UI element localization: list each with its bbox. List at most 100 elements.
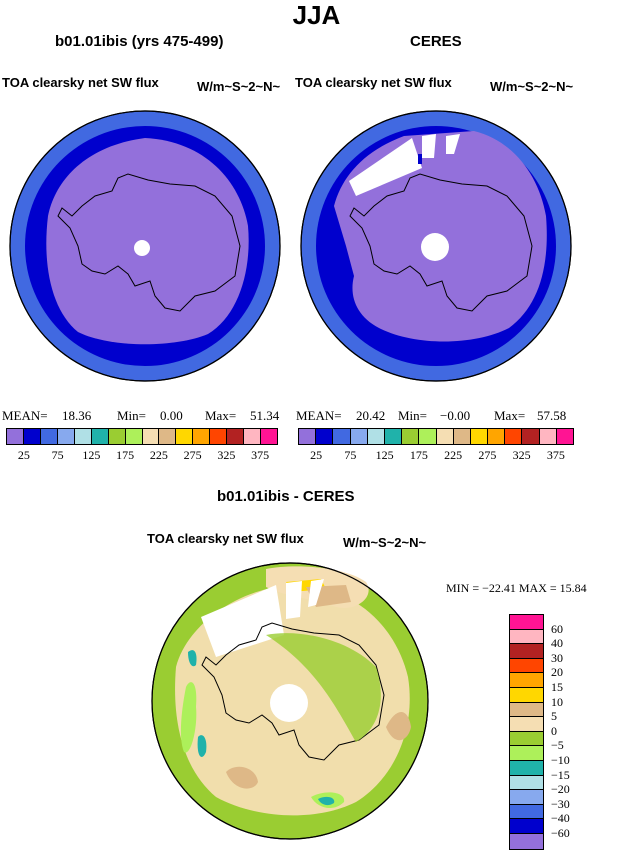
obs-pole-hole	[421, 233, 449, 261]
main-title: JJA	[292, 0, 341, 30]
colorbar-swatch	[510, 615, 543, 630]
colorbar-swatch	[510, 731, 543, 747]
colorbar-tick-label: 275	[478, 448, 497, 462]
diff-colorbar	[509, 614, 544, 850]
obs-min-label: Min=	[398, 408, 428, 423]
colorbar-swatch	[419, 429, 437, 444]
obs-max-label: Max=	[494, 408, 526, 423]
colorbar-swatch	[510, 717, 543, 732]
colorbar-swatch	[57, 429, 75, 444]
obs-polar-map	[300, 110, 572, 382]
model-max-value: 51.34	[250, 408, 280, 423]
diff-variable-label: TOA clearsky net SW flux	[147, 531, 304, 546]
colorbar-tick-label: 375	[546, 448, 565, 462]
colorbar-swatch	[333, 429, 351, 444]
colorbar-swatch	[350, 429, 368, 444]
colorbar-tick-label: 25	[17, 448, 30, 462]
colorbar-swatch	[176, 429, 194, 444]
colorbar-tick-label: 125	[82, 448, 101, 462]
colorbar-swatch	[510, 804, 543, 820]
colorbar-swatch	[74, 429, 92, 444]
colorbar-tick-label: 75	[344, 448, 357, 462]
colorbar-swatch	[556, 429, 573, 444]
colorbar-tick-label: −5	[551, 738, 564, 753]
diff-units-label: W/m~S~2~N~	[343, 535, 427, 550]
colorbar-tick-label: −60	[551, 826, 570, 840]
colorbar-tick-label: −10	[551, 753, 570, 767]
model-mean-value: 18.36	[62, 408, 92, 423]
colorbar-tick-label: 40	[551, 636, 563, 651]
model-interior-field	[46, 138, 249, 345]
colorbar-swatch	[384, 429, 403, 444]
colorbar-tick-label: 275	[183, 448, 202, 462]
diff-min-max-text: MIN = −22.41 MAX = 15.84	[446, 581, 587, 595]
colorbar-swatch	[261, 429, 277, 444]
colorbar-swatch	[470, 429, 489, 444]
obs-colorbar	[298, 428, 574, 445]
colorbar-swatch	[510, 702, 543, 718]
model-min-value: 0.00	[160, 408, 183, 423]
model-variable-label: TOA clearsky net SW flux	[2, 75, 159, 90]
colorbar-swatch	[316, 429, 334, 444]
colorbar-swatch	[510, 644, 543, 659]
diff-pole-hole	[270, 684, 308, 722]
colorbar-swatch	[505, 429, 523, 444]
colorbar-tick-label: 175	[116, 448, 135, 462]
colorbar-swatch	[125, 429, 143, 444]
diff-antarctica-coastline	[201, 622, 385, 761]
model-pole-hole	[134, 240, 150, 256]
colorbar-swatch	[510, 687, 543, 703]
colorbar-swatch	[210, 429, 228, 444]
colorbar-tick-label: 375	[251, 448, 270, 462]
model-panel-title: b01.01ibis (yrs 475-499)	[55, 33, 224, 50]
colorbar-tick-label: −20	[551, 782, 570, 797]
colorbar-swatch	[510, 658, 543, 674]
colorbar-tick-label: −15	[551, 767, 570, 782]
diff-polar-map	[151, 562, 429, 840]
model-max-label: Max=	[205, 408, 237, 423]
colorbar-swatch	[299, 429, 317, 444]
colorbar-swatch	[510, 673, 543, 688]
colorbar-tick-label: 25	[310, 448, 323, 462]
colorbar-swatch	[91, 429, 109, 444]
colorbar-tick-label: 225	[444, 448, 463, 462]
colorbar-swatch	[436, 429, 454, 444]
obs-variable-label: TOA clearsky net SW flux	[295, 75, 452, 90]
colorbar-tick-label: 30	[551, 650, 563, 665]
colorbar-swatch	[522, 429, 540, 444]
obs-mean-label: MEAN=	[296, 408, 342, 423]
obs-panel-title: CERES	[410, 33, 462, 50]
colorbar-swatch	[488, 429, 506, 444]
colorbar-swatch	[23, 429, 41, 444]
colorbar-tick-label: 125	[375, 448, 394, 462]
colorbar-swatch	[539, 429, 557, 444]
colorbar-swatch	[227, 429, 245, 444]
colorbar-swatch	[7, 429, 24, 444]
colorbar-tick-label: −30	[551, 796, 570, 811]
colorbar-swatch	[510, 833, 543, 849]
colorbar-tick-label: 325	[512, 448, 531, 462]
model-min-label: Min=	[117, 408, 147, 423]
colorbar-swatch	[510, 760, 543, 776]
colorbar-swatch	[193, 429, 211, 444]
colorbar-swatch	[367, 429, 385, 444]
colorbar-swatch	[510, 790, 543, 805]
colorbar-swatch	[510, 746, 543, 761]
colorbar-swatch	[510, 775, 543, 791]
colorbar-tick-label: 60	[551, 621, 563, 636]
colorbar-tick-label: 75	[51, 448, 64, 462]
model-colorbar	[6, 428, 278, 445]
colorbar-tick-label: 0	[551, 723, 557, 738]
colorbar-swatch	[510, 629, 543, 645]
colorbar-tick-label: 15	[551, 680, 563, 694]
colorbar-swatch	[402, 429, 420, 444]
obs-mean-value: 20.42	[356, 408, 386, 423]
colorbar-swatch	[108, 429, 126, 444]
obs-units-label: W/m~S~2~N~	[490, 79, 574, 94]
colorbar-tick-label: 5	[551, 709, 557, 724]
obs-min-value: −0.00	[440, 408, 471, 423]
colorbar-tick-label: 325	[217, 448, 236, 462]
colorbar-swatch	[159, 429, 177, 444]
colorbar-swatch	[40, 429, 58, 444]
model-polar-map	[9, 110, 281, 382]
